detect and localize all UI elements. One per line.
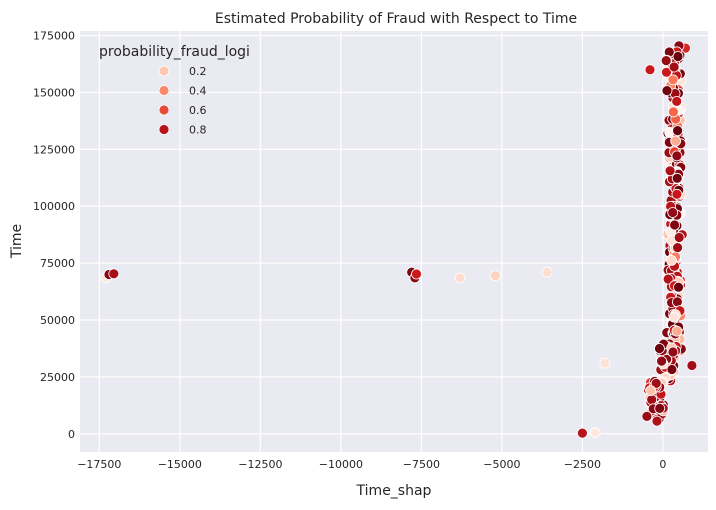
data-point bbox=[671, 325, 683, 337]
data-point bbox=[577, 427, 588, 439]
x-tick-label: −7500 bbox=[403, 458, 440, 471]
data-point bbox=[661, 85, 673, 96]
data-point bbox=[599, 357, 611, 369]
y-tick-label: 75000 bbox=[40, 257, 75, 270]
x-axis-ticks: −17500 −15000 −12500 −10000 −7500 −5000 −2500 0 bbox=[77, 458, 666, 471]
x-tick-label: −17500 bbox=[77, 458, 121, 471]
legend-label: 0.8 bbox=[189, 124, 207, 137]
data-point bbox=[668, 311, 680, 323]
data-point bbox=[654, 343, 665, 354]
data-point bbox=[656, 355, 667, 367]
data-point bbox=[672, 242, 683, 254]
y-axis-ticks: 0 25000 50000 75000 100000 125000 150000 175000 bbox=[33, 30, 75, 441]
data-point bbox=[660, 55, 672, 66]
data-point bbox=[654, 402, 666, 414]
legend-label: 0.4 bbox=[189, 85, 207, 98]
y-tick-label: 50000 bbox=[40, 314, 75, 327]
legend-label: 0.6 bbox=[189, 104, 207, 117]
data-point bbox=[644, 64, 656, 76]
data-point bbox=[541, 266, 553, 278]
data-point bbox=[672, 51, 684, 62]
data-point bbox=[662, 273, 674, 285]
legend-marker bbox=[158, 65, 170, 77]
data-point bbox=[673, 281, 684, 293]
data-point bbox=[671, 96, 683, 107]
x-tick-label: 0 bbox=[659, 458, 666, 471]
plot-area bbox=[80, 31, 708, 452]
y-tick-label: 0 bbox=[68, 428, 75, 441]
data-points bbox=[100, 40, 698, 439]
legend-marker bbox=[158, 104, 170, 116]
x-axis-label: Time_shap bbox=[356, 483, 432, 499]
chart-title: Estimated Probability of Fraud with Resp… bbox=[215, 11, 577, 27]
data-point bbox=[666, 254, 677, 266]
data-point bbox=[667, 74, 679, 86]
x-tick-label: −12500 bbox=[238, 458, 282, 471]
data-point bbox=[664, 165, 676, 177]
data-point bbox=[671, 150, 683, 162]
legend-marker bbox=[158, 124, 170, 135]
data-point bbox=[108, 268, 120, 280]
data-point bbox=[667, 207, 679, 218]
legend-title: probability_fraud_logi bbox=[99, 44, 250, 60]
data-point bbox=[489, 270, 501, 282]
data-point bbox=[646, 394, 658, 406]
data-point bbox=[589, 427, 601, 439]
data-point bbox=[641, 410, 653, 422]
data-point bbox=[673, 232, 685, 243]
data-point bbox=[666, 364, 678, 375]
data-point bbox=[650, 377, 662, 389]
grid-lines bbox=[80, 31, 708, 452]
x-tick-label: −5000 bbox=[483, 458, 520, 471]
data-point bbox=[671, 172, 683, 184]
y-tick-label: 100000 bbox=[33, 200, 75, 213]
data-point bbox=[667, 346, 679, 358]
data-point bbox=[671, 188, 683, 200]
x-tick-label: −2500 bbox=[564, 458, 601, 471]
y-tick-label: 175000 bbox=[33, 30, 75, 43]
data-point bbox=[670, 135, 681, 147]
y-tick-label: 125000 bbox=[33, 143, 75, 156]
data-point bbox=[669, 219, 680, 231]
data-point bbox=[668, 106, 679, 118]
legend: probability_fraud_logi 0.2 0.4 0.6 0.8 bbox=[99, 44, 250, 137]
x-tick-label: −15000 bbox=[158, 458, 202, 471]
data-point bbox=[651, 415, 663, 427]
legend-marker bbox=[158, 85, 170, 96]
data-point bbox=[454, 272, 466, 284]
y-tick-label: 150000 bbox=[33, 86, 75, 99]
data-point bbox=[668, 61, 680, 73]
y-axis-label: Time bbox=[9, 224, 25, 259]
x-tick-label: −10000 bbox=[319, 458, 363, 471]
data-point bbox=[411, 268, 422, 280]
data-point bbox=[686, 360, 698, 371]
data-point bbox=[661, 66, 672, 78]
data-point bbox=[672, 125, 683, 137]
y-tick-label: 25000 bbox=[40, 371, 75, 384]
legend-label: 0.2 bbox=[189, 65, 207, 78]
data-point bbox=[645, 385, 657, 397]
